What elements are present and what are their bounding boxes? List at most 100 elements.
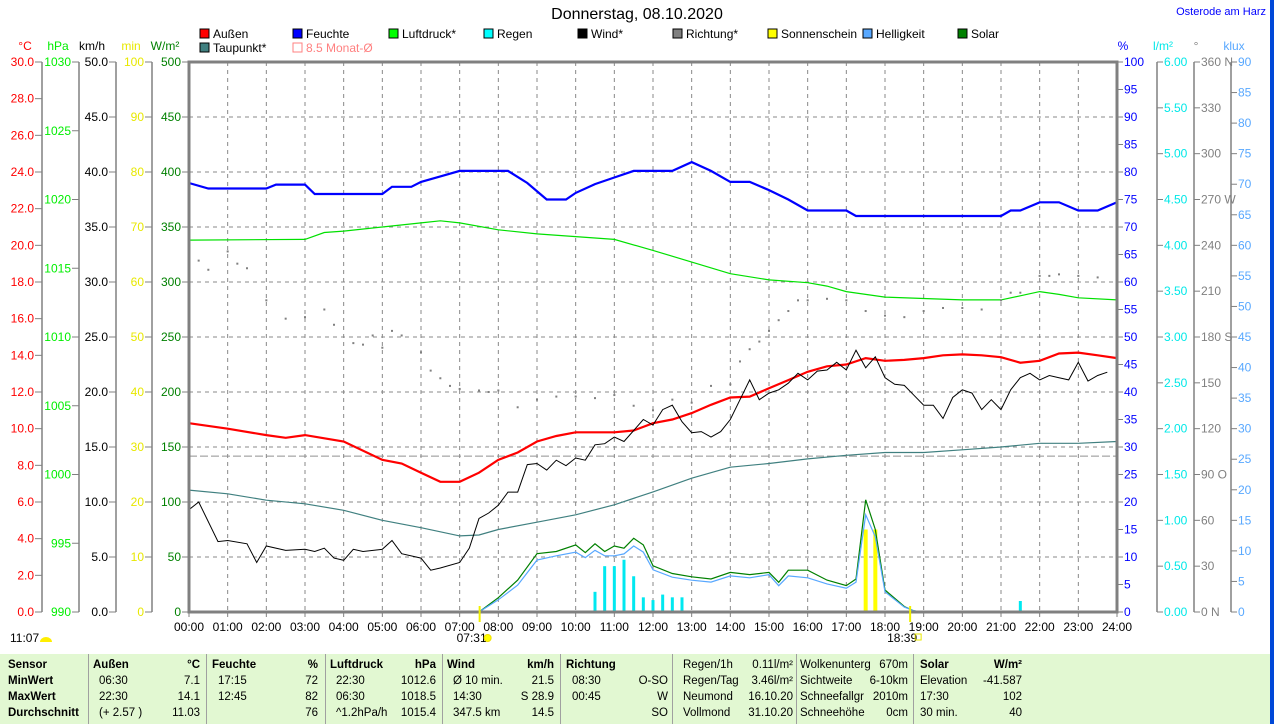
table-cell: 1018.5: [400, 691, 436, 703]
table-separator: [796, 654, 797, 724]
axis-unit-sun: min: [121, 39, 140, 53]
axis-tick-label: 180 S: [1201, 330, 1232, 344]
axis-tick-label: 30: [1124, 440, 1138, 454]
table-cell: 6-10km: [869, 675, 908, 687]
table-cell: MaxWert: [8, 691, 56, 703]
x-tick-label: 03:00: [290, 620, 320, 634]
table-cell: 08:30: [572, 675, 601, 687]
axis-tick-label: 400: [161, 165, 181, 179]
legend-label: Luftdruck*: [402, 27, 456, 41]
table-cell: Feuchte: [212, 659, 257, 671]
direction-dot: [487, 391, 490, 393]
direction-dot: [1048, 274, 1051, 277]
table-cell: km/h: [527, 659, 554, 671]
direction-dot: [478, 389, 480, 392]
axis-unit-dir: °: [1194, 39, 1199, 53]
direction-dot: [458, 387, 461, 390]
legend-swatch: [292, 42, 303, 53]
table-cell: O-SO: [638, 675, 668, 687]
direction-dot: [768, 329, 770, 332]
axis-tick-label: 80: [131, 165, 145, 179]
table-cell: 40: [1009, 707, 1022, 719]
direction-dot: [1058, 273, 1060, 276]
table-cell: Solar: [920, 659, 949, 671]
rain-bar: [1018, 601, 1022, 612]
axis-tick-label: 50: [131, 330, 145, 344]
axis-tick-label: 1000: [44, 468, 71, 482]
axis-tick-label: 20: [1238, 483, 1252, 497]
table-cell: hPa: [414, 659, 436, 671]
table-cell: %: [307, 659, 318, 671]
table-cell: -41.587: [982, 675, 1022, 687]
direction-dot: [420, 351, 422, 354]
x-tick-label: 00:00: [174, 620, 204, 634]
axis-tick-label: 240: [1201, 238, 1221, 252]
table-separator: [88, 654, 89, 724]
table-cell: 72: [305, 675, 318, 687]
direction-dot: [845, 299, 848, 302]
direction-dot: [497, 389, 500, 392]
table-cell: 102: [1002, 691, 1022, 703]
table-cell: 14.5: [531, 707, 554, 719]
axis-tick-label: 24.0: [11, 165, 35, 179]
axis-unit-press: hPa: [47, 39, 69, 53]
rain-bar: [670, 597, 674, 612]
axis-tick-label: 22.0: [11, 202, 35, 216]
axis-tick-label: 1.00: [1164, 513, 1188, 527]
axis-tick-label: 20: [1124, 495, 1138, 509]
axis-tick-label: 995: [51, 536, 71, 550]
axis-tick-label: 40.0: [85, 165, 109, 179]
axis-tick-label: 4.00: [1164, 238, 1188, 252]
direction-dot: [246, 267, 248, 270]
axis-tick-label: 210: [1201, 284, 1221, 298]
table-cell: 16.10.20: [748, 691, 793, 703]
legend-swatch: [388, 28, 399, 39]
axis-tick-label: 25: [1238, 452, 1252, 466]
table-separator: [560, 654, 561, 724]
x-tick-label: 02:00: [251, 620, 281, 634]
table-cell: Wind: [447, 659, 475, 671]
window-edge-scrollbar[interactable]: [1270, 0, 1274, 724]
direction-dot: [391, 329, 393, 332]
table-cell: 2010m: [872, 691, 908, 703]
axis-unit-solar: W/m²: [151, 39, 180, 53]
axis-tick-label: 28.0: [11, 92, 35, 106]
axis-tick-label: 30: [1238, 422, 1252, 436]
axis-tick-label: 0.00: [1164, 605, 1188, 619]
direction-dot: [797, 299, 799, 302]
direction-dot: [690, 401, 693, 404]
x-tick-label: 09:00: [522, 620, 552, 634]
axis-tick-label: 150: [161, 440, 181, 454]
table-separator: [325, 654, 326, 724]
legend-swatch: [292, 28, 303, 39]
table-cell: 0cm: [886, 707, 908, 719]
axis-tick-label: 55: [1124, 303, 1138, 317]
series-line-feuchte: [188, 160, 1118, 218]
direction-dot: [323, 308, 326, 311]
direction-dot: [1038, 274, 1041, 277]
axis-tick-label: 3.00: [1164, 330, 1188, 344]
table-cell: 06:30: [336, 691, 365, 703]
axis-tick-label: 18.0: [11, 275, 35, 289]
x-tick-label: 24:00: [1102, 620, 1132, 634]
table-cell: Schneefallgr: [800, 691, 864, 703]
legend-swatch: [767, 28, 778, 39]
legend-label: Richtung*: [686, 27, 738, 41]
table-cell: Sensor: [8, 659, 47, 671]
axis-tick-label: 1015: [44, 261, 71, 275]
x-tick-label: 22:00: [1025, 620, 1055, 634]
table-cell: Sichtweite: [800, 675, 853, 687]
table-cell: 82: [305, 691, 318, 703]
station-location-link[interactable]: Osterode am Harz: [1176, 6, 1266, 18]
direction-dot: [1000, 299, 1002, 302]
axis-tick-label: 2.00: [1164, 422, 1188, 436]
axis-tick-label: 20.0: [85, 385, 109, 399]
axis-tick-label: 15.0: [85, 440, 109, 454]
axis-tick-label: 45.0: [85, 110, 109, 124]
table-cell: 12:45: [218, 691, 247, 703]
x-tick-label: 01:00: [213, 620, 243, 634]
direction-dot: [671, 398, 674, 401]
axis-tick-label: 95: [1124, 83, 1138, 97]
axis-tick-label: 80: [1124, 165, 1138, 179]
direction-dot: [777, 319, 780, 322]
